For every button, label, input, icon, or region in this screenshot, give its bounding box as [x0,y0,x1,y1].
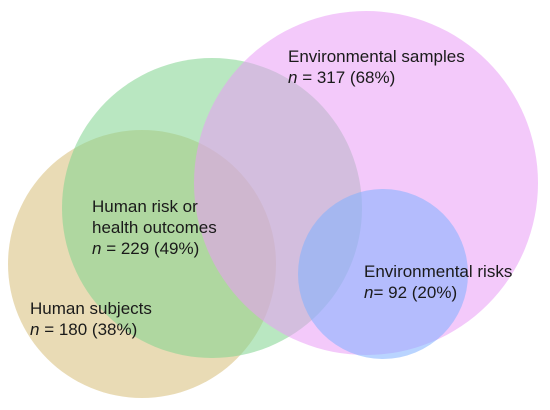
environmental-risks-count: n= 92 (20%) [364,282,512,303]
n-symbol: n [364,283,374,302]
label-environmental-risks: Environmental risks n= 92 (20%) [364,261,512,303]
label-environmental-samples: Environmental samples n = 317 (68%) [288,46,465,88]
count-value: = 180 (38%) [39,320,138,339]
n-symbol: n [288,68,298,87]
human-risk-title-line1: Human risk or [92,197,198,216]
environmental-samples-count: n = 317 (68%) [288,67,465,88]
count-value: = 229 (49%) [101,239,200,258]
human-risk-title-line2: health outcomes [92,218,217,237]
count-value: = 92 (20%) [373,283,458,302]
environmental-risks-title: Environmental risks [364,262,513,281]
label-human-subjects: Human subjects n = 180 (38%) [30,298,152,340]
count-value: = 317 (68%) [297,68,396,87]
n-symbol: n [30,320,40,339]
human-subjects-count: n = 180 (38%) [30,319,152,340]
human-subjects-title: Human subjects [30,299,152,318]
label-human-risk: Human risk or health outcomes n = 229 (4… [92,196,217,259]
environmental-samples-title: Environmental samples [288,47,465,66]
n-symbol: n [92,239,102,258]
circle-environmental-risks [298,189,468,359]
human-risk-count: n = 229 (49%) [92,238,217,259]
